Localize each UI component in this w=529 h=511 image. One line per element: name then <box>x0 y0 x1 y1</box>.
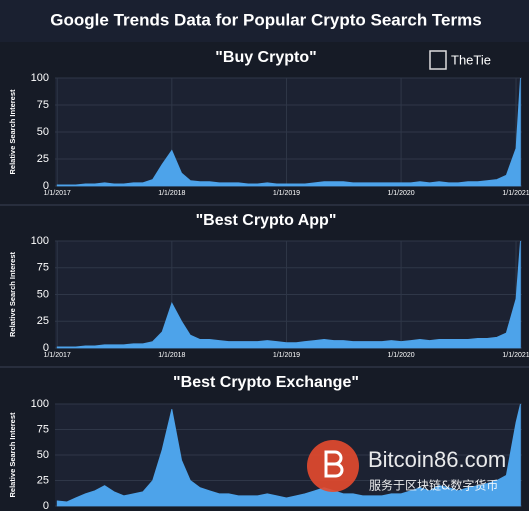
x-tick-label: 1/1/2020 <box>387 352 414 359</box>
watermark-icon <box>307 440 359 492</box>
x-tick-label: 1/1/2017 <box>44 190 71 197</box>
y-tick-label: 100 <box>31 235 49 247</box>
area <box>56 240 521 349</box>
y-tick-label: 0 <box>43 500 49 511</box>
x-tick-label: 1/1/2019 <box>273 190 300 197</box>
x-tick-label: 1/1/2018 <box>158 352 185 359</box>
y-tick-label: 50 <box>37 288 49 300</box>
watermark-site: Bitcoin86.com <box>368 447 506 472</box>
x-tick-label: 1/1/2018 <box>158 190 185 197</box>
watermark-glyph <box>324 450 344 478</box>
y-tick-label: 50 <box>37 126 49 138</box>
y-tick-label: 25 <box>37 474 49 486</box>
y-tick-label: 75 <box>37 262 49 274</box>
y-tick-label: 100 <box>31 398 49 410</box>
y-tick-label: 100 <box>31 72 49 84</box>
chart-title: "Best Crypto App" <box>196 212 337 229</box>
logo-icon <box>429 50 447 70</box>
area <box>56 77 521 187</box>
y-tick-label: 25 <box>37 153 49 165</box>
plots: "Buy Crypto" Relative Search Interest 0 25 5… <box>8 49 529 511</box>
chart-title: "Buy Crypto" <box>215 49 316 66</box>
y-tick-label: 75 <box>37 99 49 111</box>
y-axis-label: Relative Search Interest <box>8 412 17 498</box>
y-tick-label: 25 <box>37 315 49 327</box>
y-axis-label: Relative Search Interest <box>8 251 17 337</box>
x-tick-label: 1/1/2017 <box>44 352 71 359</box>
watermark-tagline: 服务于区块链&数字货币 <box>369 478 498 493</box>
x-tick-label: 1/1/2019 <box>273 352 300 359</box>
y-tick-label: 50 <box>37 449 49 461</box>
header <box>0 0 529 42</box>
chart-title: "Best Crypto Exchange" <box>173 374 359 391</box>
y-tick-label: 0 <box>43 180 49 192</box>
x-tick-label: 1/1/2021 <box>502 190 529 197</box>
x-tick-label: 1/1/2021 <box>502 352 529 359</box>
y-tick-label: 0 <box>43 342 49 354</box>
area <box>56 403 521 507</box>
y-tick-label: 75 <box>37 423 49 435</box>
logo: TheTie <box>451 52 491 67</box>
y-axis-label: Relative Search Interest <box>8 89 17 175</box>
page-title: Google Trends Data for Popular Crypto Se… <box>50 10 481 29</box>
x-tick-label: 1/1/2020 <box>387 190 414 197</box>
